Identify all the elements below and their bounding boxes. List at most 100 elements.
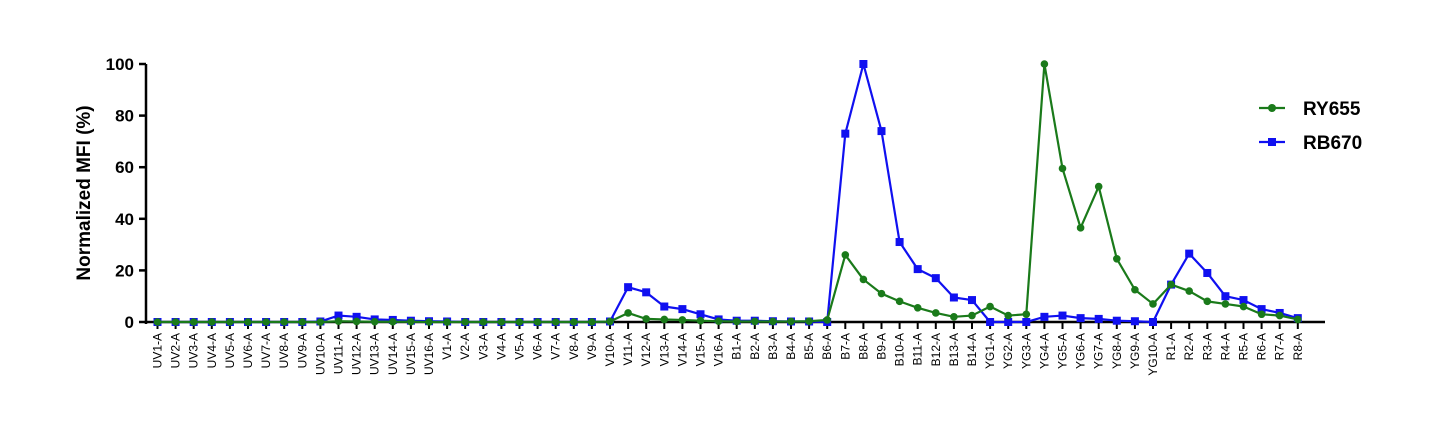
data-point-ry655 xyxy=(1040,60,1049,68)
data-point-ry655 xyxy=(1203,297,1212,306)
x-tick-label: R1-A xyxy=(1164,333,1178,360)
data-point-rb670 xyxy=(696,310,705,319)
data-point-ry655 xyxy=(841,251,850,259)
data-point-ry655 xyxy=(932,309,940,317)
data-point-ry655 xyxy=(642,315,650,323)
data-point-ry655 xyxy=(787,317,795,326)
x-tick-label: B3-A xyxy=(766,333,780,360)
data-point-ry655 xyxy=(1257,310,1266,319)
x-tick-label: UV7-A xyxy=(259,333,273,368)
x-tick-label: V7-A xyxy=(549,333,563,360)
data-point-ry655 xyxy=(533,318,542,326)
x-tick-label: UV6-A xyxy=(241,333,255,368)
x-tick-label: B12-A xyxy=(929,333,943,366)
x-tick-label: UV16-A xyxy=(422,333,436,375)
data-point-rb670 xyxy=(1112,316,1121,325)
data-point-rb670 xyxy=(1130,317,1139,326)
data-point-rb670 xyxy=(1058,311,1067,320)
data-point-ry655 xyxy=(334,317,343,326)
x-tick-label: B4-A xyxy=(784,333,798,360)
data-point-ry655 xyxy=(1058,164,1067,173)
data-point-ry655 xyxy=(407,317,415,326)
x-tick-label: V16-A xyxy=(712,333,726,366)
legend-item-ry655: RY655 xyxy=(1259,99,1361,120)
data-point-rb670 xyxy=(913,265,922,274)
x-tick-label: V10-A xyxy=(603,333,617,366)
x-tick-label: V14-A xyxy=(675,333,689,366)
x-tick-label: YG3-A xyxy=(1019,333,1033,369)
x-tick-label: V15-A xyxy=(694,333,708,366)
x-tick-label: UV12-A xyxy=(350,333,364,375)
data-point-ry655 xyxy=(913,304,922,312)
data-point-ry655 xyxy=(1167,280,1175,289)
x-tick-label: R2-A xyxy=(1182,333,1196,360)
data-point-ry655 xyxy=(1131,285,1139,294)
data-point-ry655 xyxy=(461,318,470,326)
series-ry655 xyxy=(153,60,1302,326)
x-tick-label: R5-A xyxy=(1237,333,1251,360)
data-point-ry655 xyxy=(262,318,270,326)
data-point-ry655 xyxy=(370,317,379,326)
data-point-ry655 xyxy=(1239,302,1248,311)
x-tick-label: UV1-A xyxy=(151,333,165,368)
data-point-ry655 xyxy=(714,317,723,326)
data-point-rb670 xyxy=(1185,249,1194,258)
data-point-ry655 xyxy=(660,315,669,324)
data-point-ry655 xyxy=(769,317,777,326)
x-tick-label: B7-A xyxy=(838,333,852,360)
data-point-rb670 xyxy=(642,288,651,297)
x-tick-label: YG7-A xyxy=(1092,333,1106,369)
data-point-ry655 xyxy=(280,318,289,326)
x-tick-label: V4-A xyxy=(494,333,508,360)
x-tick-label: V11-A xyxy=(621,333,635,365)
x-tick-label: R6-A xyxy=(1255,333,1269,360)
data-point-ry655 xyxy=(1294,315,1302,324)
data-point-ry655 xyxy=(153,318,162,326)
data-point-ry655 xyxy=(1004,311,1012,320)
data-point-ry655 xyxy=(968,311,976,320)
x-tick-label: UV13-A xyxy=(368,333,382,375)
x-tick-label: B1-A xyxy=(730,333,744,360)
data-point-rb670 xyxy=(1203,268,1212,277)
data-point-ry655 xyxy=(1275,311,1284,320)
data-point-ry655 xyxy=(950,313,958,321)
x-tick-label: R3-A xyxy=(1200,333,1214,360)
data-point-ry655 xyxy=(497,318,506,326)
x-tick-label: R7-A xyxy=(1273,333,1287,360)
data-point-rb670 xyxy=(949,293,958,302)
data-point-ry655 xyxy=(732,317,741,326)
data-point-ry655 xyxy=(895,297,904,306)
legend-label: RY655 xyxy=(1303,99,1361,120)
data-point-rb670 xyxy=(931,274,940,283)
data-point-rb670 xyxy=(1040,312,1049,321)
data-point-rb670 xyxy=(678,305,687,314)
x-tick-label: UV8-A xyxy=(277,333,291,368)
data-point-ry655 xyxy=(570,318,578,326)
data-point-ry655 xyxy=(696,316,705,325)
data-point-ry655 xyxy=(298,318,307,326)
data-point-ry655 xyxy=(244,318,252,326)
data-point-ry655 xyxy=(1113,254,1121,263)
x-tick-label: V13-A xyxy=(657,333,671,366)
x-tick-label: V6-A xyxy=(531,333,545,360)
data-point-ry655 xyxy=(877,289,886,298)
x-tick-label: V9-A xyxy=(585,333,599,360)
data-point-ry655 xyxy=(226,318,234,326)
x-tick-label: V1-A xyxy=(440,333,454,360)
data-point-rb670 xyxy=(859,60,868,68)
data-point-ry655 xyxy=(316,318,325,326)
data-point-rb670 xyxy=(1022,318,1031,326)
y-tick-label: 40 xyxy=(115,210,134,229)
x-tick-label: V5-A xyxy=(513,333,527,360)
x-tick-label: B8-A xyxy=(856,333,870,360)
data-point-ry655 xyxy=(859,275,868,284)
x-tick-label: UV15-A xyxy=(404,333,418,375)
data-point-rb670 xyxy=(334,311,343,320)
x-tick-label: B6-A xyxy=(820,333,834,360)
series-line-rb670 xyxy=(157,62,1299,324)
y-tick-label: 0 xyxy=(125,313,134,332)
x-tick-label: YG2-A xyxy=(1001,333,1015,369)
series-layer xyxy=(153,60,1302,326)
data-point-ry655 xyxy=(389,317,397,326)
